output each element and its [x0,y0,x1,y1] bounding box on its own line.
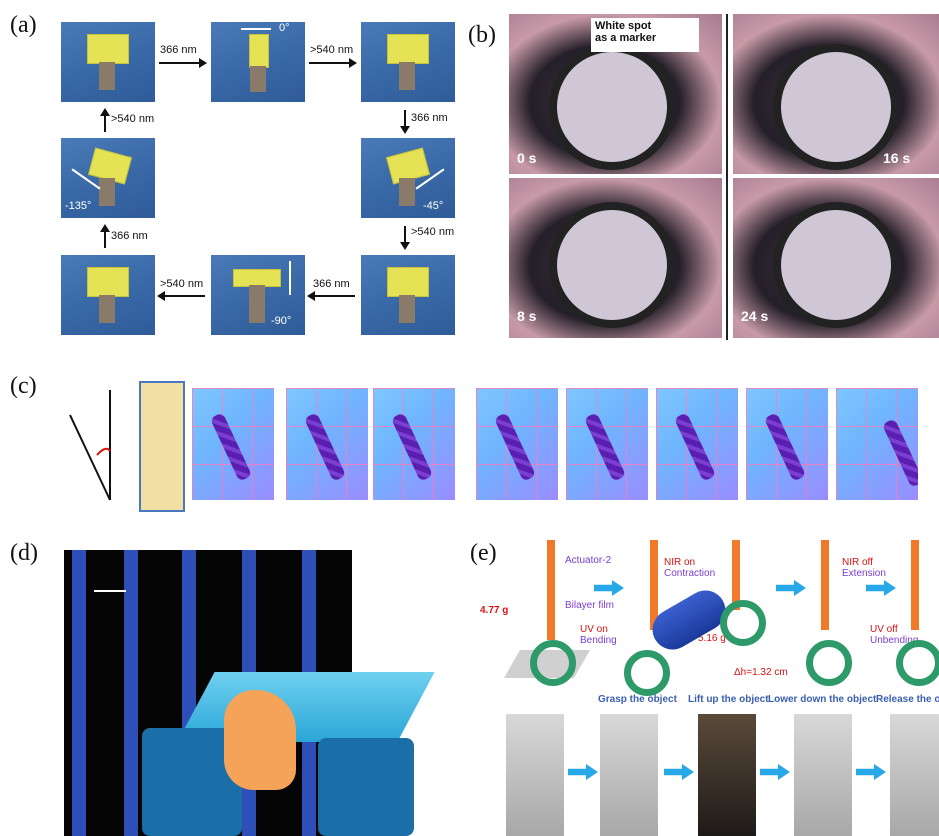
actuator-rod [547,540,555,640]
arrow-label-540: >540 nm [310,44,354,56]
photo-a-3 [361,22,455,102]
step-arrow-icon [866,580,896,596]
photo-a-4: -135° [61,138,155,218]
time-label: 16 s [883,150,911,166]
double-arrow-icon [289,261,291,295]
actuator-rod [650,540,658,630]
step-label: Release the ob [876,694,939,705]
actuator-rod [911,540,919,630]
green-object [806,640,852,686]
crystal-block-right [318,738,414,836]
molecule-bubble [224,690,296,790]
arrow-label-540: >540 nm [111,113,155,125]
angle-0: 0° [279,22,290,34]
step-label: Lift up the object [688,694,769,705]
arrow-label-366: 366 nm [160,44,197,56]
photo-b-8s: 8 s [509,178,722,338]
panel-label-c: (c) [10,373,37,399]
photo-c-6 [656,388,738,500]
step-arrow-icon [664,764,694,780]
angle-minus-90: -90° [271,315,292,327]
angle-minus-135: -135° [65,200,92,212]
actuator-rod [821,540,829,630]
panel-label-e: (e) [470,540,497,566]
arrow-right [309,58,357,68]
divider [726,14,728,340]
arrow-label-540: >540 nm [411,226,455,238]
arrow-label-540: >540 nm [160,278,204,290]
photo-e-3 [698,714,756,836]
photo-c-5 [566,388,648,500]
arrow-label-366: 366 nm [411,112,448,124]
actuator-label: Actuator-2 [565,555,612,566]
angle-diagram [69,390,111,501]
uv-off-label: UV off [870,624,898,635]
photo-c-2 [286,388,368,500]
bending-label: Bending [580,635,617,646]
panel-label-b: (b) [468,22,496,48]
arrow-down [400,226,410,250]
photo-c-7 [746,388,828,500]
photo-b-0s: White spot as a marker 0 s [509,14,722,174]
photo-e-5 [890,714,939,836]
double-arrow-icon [241,28,271,30]
photo-e-1 [506,714,564,836]
arrow-down [400,110,410,134]
photo-e-4 [794,714,852,836]
marker-annotation: White spot as a marker [591,18,699,52]
arrow-right [159,58,207,68]
photo-b-24s: 24 s [733,178,939,338]
green-object [720,600,766,646]
molecule-inset [139,381,185,512]
green-object [530,640,576,686]
panel-label-d: (d) [10,540,38,566]
time-label: 0 s [517,150,537,166]
green-object [624,650,670,696]
extension-label: Extension [842,568,886,579]
green-object [896,640,939,686]
panel-label-a: (a) [10,12,37,38]
photo-a-6 [61,255,155,335]
arrow-label-366: 366 nm [111,230,148,242]
arrow-label-366: 366 nm [313,278,350,290]
photo-a-5: -45° [361,138,455,218]
bilayer-label: Bilayer film [565,600,614,611]
angle-minus-45: -45° [423,200,444,212]
photo-a-1 [61,22,155,102]
photo-e-2 [600,714,658,836]
contraction-label: Contraction [664,568,716,579]
step-arrow-icon [594,580,624,596]
nir-on-label: NIR on [664,557,696,568]
photo-a-2: 0° [211,22,305,102]
arrow-up [100,108,110,132]
arrow-left [307,291,355,301]
arrow-up [100,224,110,248]
arrow-left [157,291,205,301]
step-arrow-icon [760,764,790,780]
height-delta-label: Δh=1.32 cm [734,667,788,678]
photo-a-8 [361,255,455,335]
step-label: Lower down the object [768,694,877,705]
photo-b-16s: 16 s [733,14,939,174]
actuator-rod [732,540,740,610]
unbending-label: Unbending [870,635,919,646]
time-label: 8 s [517,308,537,324]
photo-c-8 [836,388,918,500]
photo-c-3 [373,388,455,500]
weight-label: 4.77 g [480,605,509,616]
photo-c-1 [192,388,274,500]
photo-c-4 [476,388,558,500]
step-arrow-icon [856,764,886,780]
nir-off-label: NIR off [842,557,873,568]
photo-a-7: -90° [211,255,305,335]
step-label: Grasp the object [598,694,677,705]
uv-on-label: UV on [580,624,608,635]
step-arrow-icon [776,580,806,596]
time-label: 24 s [741,308,769,324]
step-arrow-icon [568,764,598,780]
